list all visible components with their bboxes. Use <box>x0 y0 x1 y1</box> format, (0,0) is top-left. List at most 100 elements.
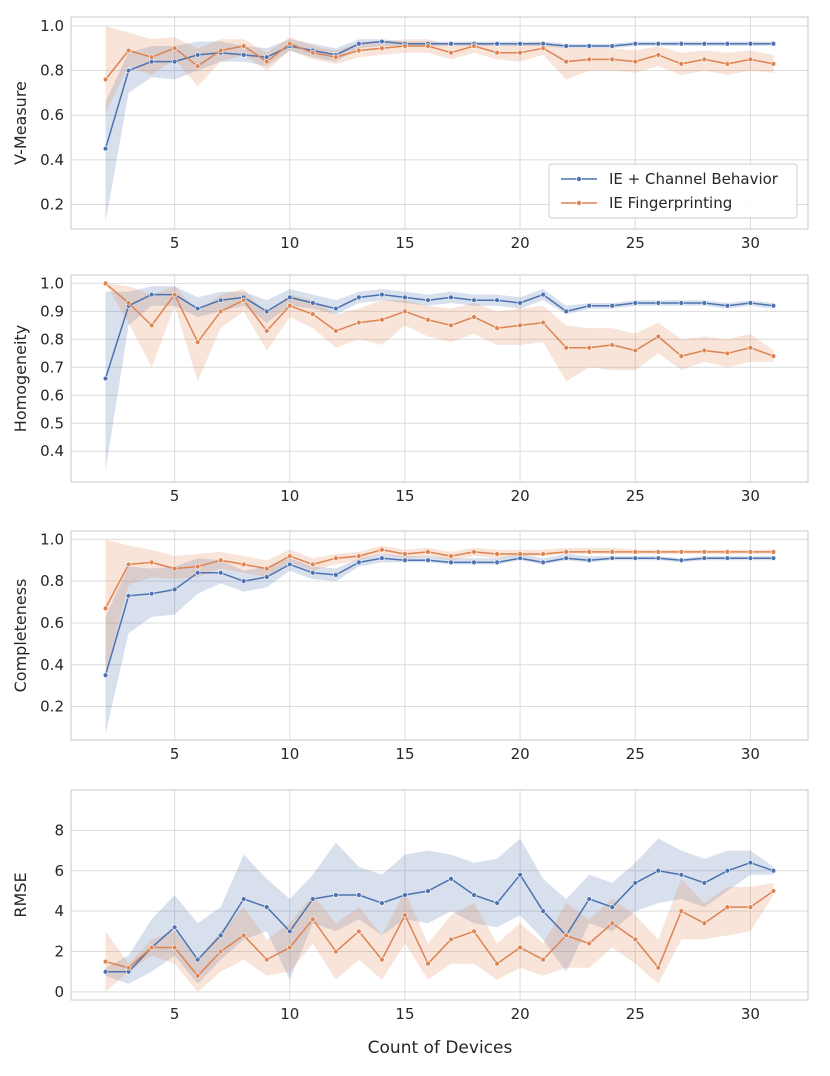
y-tick-label: 0.9 <box>40 302 64 320</box>
panel-rmse: 0 2 4 6 8 5 10 15 20 25 30 RMSE <box>11 789 809 1023</box>
data-point-fingerprint <box>356 319 362 326</box>
data-point-channel <box>402 892 408 898</box>
y-tick-label: 0.4 <box>40 151 64 169</box>
data-point-channel <box>402 294 408 301</box>
data-point-channel <box>448 559 454 566</box>
data-point-channel <box>102 969 109 975</box>
x-tick-label: 15 <box>395 745 414 763</box>
data-point-channel <box>241 896 247 902</box>
data-point-channel <box>563 555 569 561</box>
data-point-channel <box>264 574 270 580</box>
data-point-fingerprint <box>425 43 431 49</box>
data-point-fingerprint <box>655 549 661 555</box>
data-point-fingerprint <box>701 56 708 63</box>
data-point-fingerprint <box>194 339 201 345</box>
data-point-channel <box>678 872 685 878</box>
data-point-channel <box>586 896 592 902</box>
data-point-channel <box>241 578 247 584</box>
x-tick-label: 30 <box>741 1005 760 1023</box>
data-point-fingerprint <box>724 904 731 910</box>
x-tick-label: 30 <box>741 234 760 252</box>
plot-area <box>71 531 808 740</box>
data-point-fingerprint <box>540 319 546 326</box>
data-point-channel <box>632 300 638 306</box>
data-point-fingerprint <box>563 58 569 65</box>
data-point-channel <box>264 904 270 910</box>
y-tick-label: 0.8 <box>40 330 64 348</box>
x-tick-label: 10 <box>280 234 299 252</box>
data-point-fingerprint <box>517 944 523 951</box>
y-tick-label: 0.2 <box>40 698 64 716</box>
data-point-channel <box>194 956 201 963</box>
data-point-channel <box>632 880 638 886</box>
y-tick-label: 0.6 <box>40 614 64 632</box>
series-line-fingerprint <box>105 890 774 977</box>
data-point-channel <box>264 308 270 315</box>
data-point-channel <box>747 555 754 561</box>
data-point-channel <box>517 300 523 306</box>
data-point-fingerprint <box>517 50 523 56</box>
data-point-fingerprint <box>425 317 431 323</box>
data-point-channel <box>125 593 132 599</box>
data-point-channel <box>425 297 431 303</box>
data-point-fingerprint <box>563 345 569 351</box>
series-line-channel <box>104 557 774 676</box>
data-point-channel <box>287 561 293 568</box>
data-point-channel <box>194 305 201 312</box>
data-point-fingerprint <box>655 52 661 58</box>
data-point-channel <box>102 145 109 152</box>
ci-band-fingerprint <box>105 283 774 382</box>
data-point-channel <box>586 557 592 563</box>
data-point-channel <box>148 58 155 65</box>
data-point-fingerprint <box>125 300 132 306</box>
y-tick-label: 0.6 <box>40 386 64 404</box>
data-point-fingerprint <box>655 964 661 971</box>
panel-completeness: 0.2 0.4 0.6 0.8 1.0 5 10 15 20 25 30 Completeness <box>11 530 809 763</box>
data-point-channel <box>678 300 685 306</box>
x-tick-label: 5 <box>170 234 180 252</box>
data-point-channel <box>356 41 362 47</box>
x-tick-label: 25 <box>626 745 645 763</box>
data-point-fingerprint <box>194 973 201 979</box>
data-point-fingerprint <box>655 333 661 340</box>
data-point-channel <box>102 375 109 382</box>
x-tick-label: 10 <box>280 745 299 763</box>
x-tick-label: 25 <box>626 1005 645 1023</box>
data-point-fingerprint <box>148 559 155 566</box>
data-point-channel <box>563 43 569 49</box>
data-point-channel <box>171 924 178 931</box>
data-point-fingerprint <box>609 56 615 63</box>
data-point-channel <box>609 43 615 49</box>
data-point-fingerprint <box>171 291 178 298</box>
data-point-fingerprint <box>701 549 708 555</box>
data-point-fingerprint <box>102 76 109 83</box>
data-point-channel <box>747 300 754 306</box>
panel-homogeneity: 0.4 0.5 0.6 0.7 0.8 0.9 1.0 5 10 15 20 25 30 Homogene… <box>11 274 809 505</box>
data-point-fingerprint <box>171 944 178 951</box>
series-line-fingerprint <box>105 282 774 357</box>
data-point-fingerprint <box>287 41 293 47</box>
data-point-fingerprint <box>102 280 109 287</box>
data-point-channel <box>747 859 754 866</box>
plot-area <box>71 275 808 482</box>
data-point-fingerprint <box>701 347 708 354</box>
data-point-fingerprint <box>609 920 615 926</box>
data-point-fingerprint <box>632 58 638 65</box>
data-point-channel <box>494 297 500 303</box>
data-point-fingerprint <box>770 353 777 359</box>
legend-marker-fingerprint <box>576 200 582 206</box>
data-point-fingerprint <box>287 303 293 309</box>
data-point-fingerprint <box>125 47 132 54</box>
data-point-channel <box>333 305 339 312</box>
data-point-channel <box>586 43 592 49</box>
data-point-fingerprint <box>448 322 454 329</box>
x-tick-label: 20 <box>511 234 530 252</box>
data-point-fingerprint <box>540 956 546 963</box>
y-tick-label: 2 <box>54 943 64 961</box>
data-point-fingerprint <box>148 944 155 951</box>
y-axis-label: V-Measure <box>11 81 30 165</box>
data-point-channel <box>448 41 454 47</box>
data-point-fingerprint <box>125 561 132 568</box>
data-point-channel <box>540 908 546 914</box>
